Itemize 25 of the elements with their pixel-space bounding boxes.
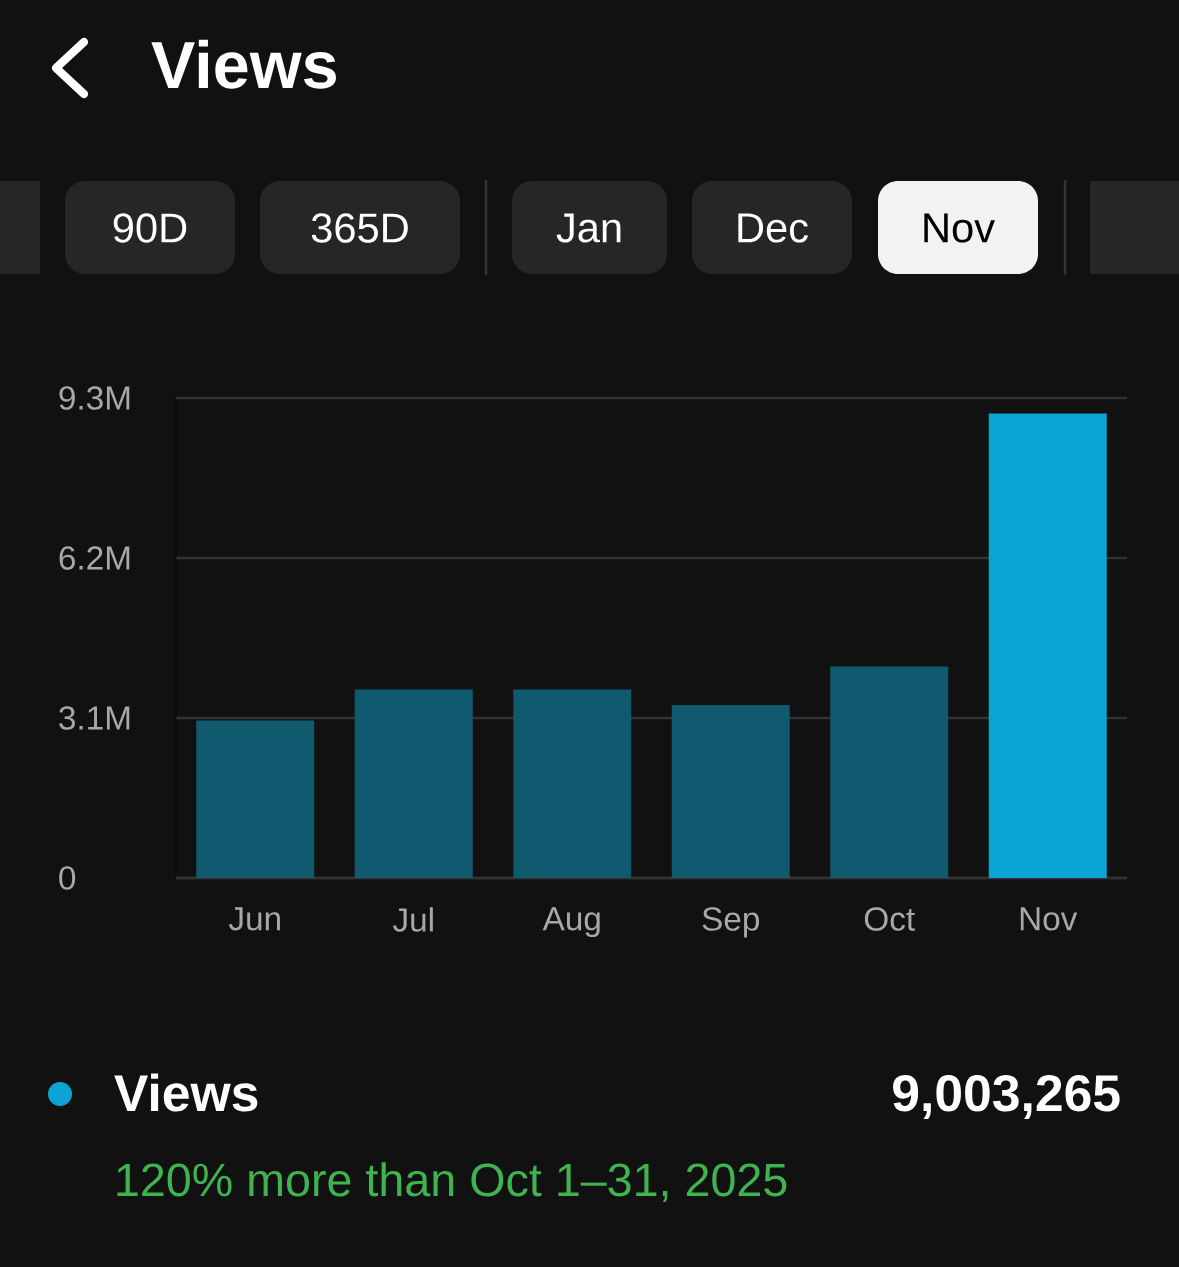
- x-tick-label: Jun: [228, 907, 280, 931]
- text: 120% more than Oct 1–31, 2025: [117, 1162, 787, 1202]
- text: Jan: [556, 213, 621, 243]
- text: 90D: [113, 213, 187, 243]
- bar: [354, 689, 473, 879]
- y-tick-label: 6.2M: [59, 546, 130, 570]
- text: 365D: [311, 213, 408, 243]
- text: 9,003,265: [893, 1074, 1120, 1120]
- y-tick-label: 0: [59, 866, 76, 890]
- text: Dec: [738, 213, 808, 243]
- y-tick-label: 9.3M: [59, 386, 130, 410]
- bar: [196, 720, 315, 879]
- x-tick-label: Oct: [864, 907, 915, 931]
- y-tick-label: 3.1M: [59, 706, 130, 730]
- x-tick-label: Nov: [1020, 907, 1078, 931]
- x-tick-label: Sep: [702, 907, 759, 938]
- x-tick-label: Jul: [392, 907, 433, 932]
- chart-title: Views: [151, 39, 336, 89]
- bar: [830, 666, 949, 879]
- legend-label: Views: [114, 1073, 258, 1112]
- bar: [513, 689, 632, 879]
- text: Nov: [924, 213, 995, 243]
- x-tick-label: Aug: [542, 907, 600, 938]
- bar: [988, 413, 1107, 879]
- bar: [671, 705, 790, 879]
